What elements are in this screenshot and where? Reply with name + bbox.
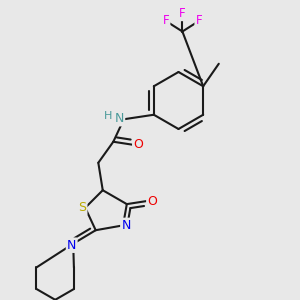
Text: N: N [67, 239, 76, 252]
Text: S: S [78, 201, 86, 214]
Text: F: F [163, 14, 169, 28]
Text: F: F [196, 14, 202, 28]
Text: N: N [122, 219, 131, 232]
Text: H: H [104, 111, 112, 121]
Text: N: N [115, 112, 124, 125]
Text: O: O [133, 138, 143, 151]
Text: F: F [179, 7, 186, 20]
Text: O: O [147, 195, 157, 208]
